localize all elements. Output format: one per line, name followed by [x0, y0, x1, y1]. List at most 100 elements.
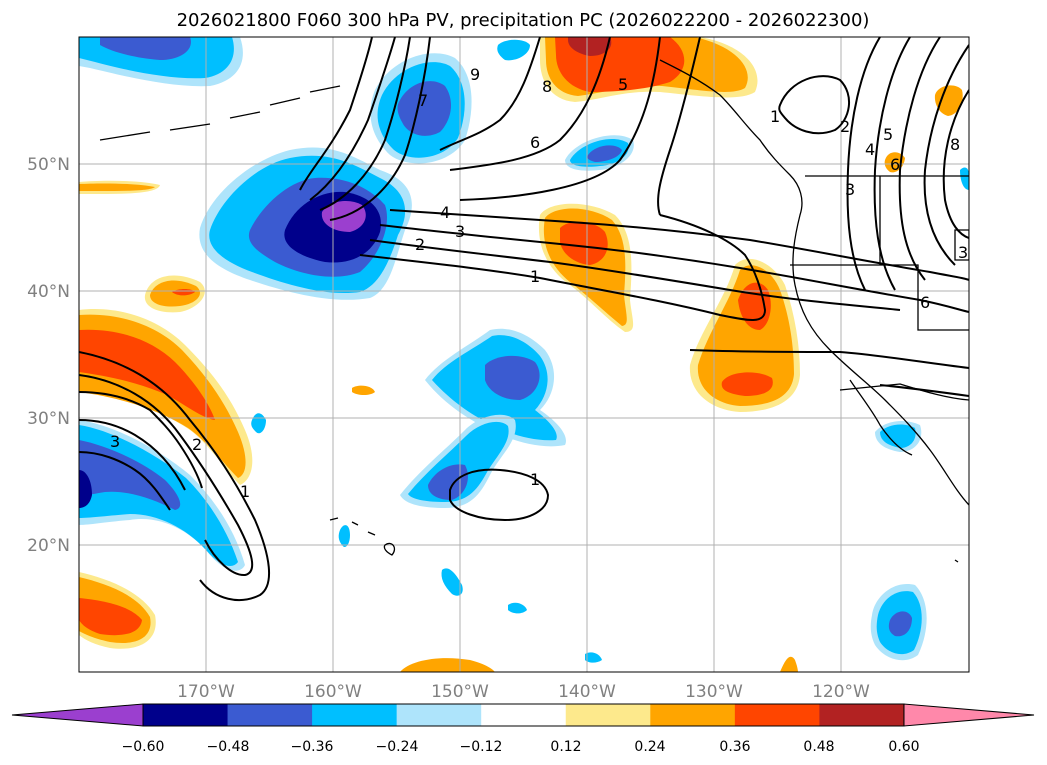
colorbar-tick-label: −0.12	[460, 739, 503, 755]
colorbar-segment	[143, 704, 229, 726]
contour-label: 1	[530, 470, 540, 489]
colorbar-segment	[819, 704, 905, 726]
pv-contour	[79, 374, 254, 577]
pv-contour	[299, 37, 373, 191]
lat-label: 40°N	[27, 282, 70, 302]
shaded-region	[721, 372, 773, 396]
pv-contour	[319, 37, 411, 211]
colorbar-tick-label: 0.24	[634, 739, 665, 755]
pv-contour	[923, 44, 969, 266]
pv-contour	[459, 37, 661, 201]
contour-label: 2	[192, 435, 202, 454]
contour-label: 4	[440, 203, 450, 222]
colorbar-outline	[142, 703, 905, 727]
pv-contour	[689, 349, 969, 369]
lat-label: 30°N	[27, 409, 70, 429]
contour-label: 5	[618, 75, 628, 94]
latitude-labels: 20°N 30°N 40°N 50°N	[27, 155, 70, 556]
state-border	[954, 229, 969, 261]
pv-contour	[449, 468, 550, 522]
lat-label: 50°N	[27, 155, 70, 175]
shaded-region	[587, 145, 622, 162]
lon-label: 120°W	[812, 682, 870, 702]
shaded-region	[400, 658, 495, 672]
shaded-region	[79, 470, 92, 508]
colorbar-tick-labels: −0.60 −0.48 −0.36 −0.24 −0.12 0.12 0.24 …	[122, 739, 920, 755]
pv-contour	[79, 351, 271, 601]
pv-contour	[449, 37, 611, 171]
pv-contour	[942, 89, 969, 239]
contour-label: 3	[110, 432, 120, 451]
lon-label: 140°W	[558, 682, 616, 702]
colorbar-segment	[312, 704, 398, 726]
contour-labels: 9 8 7 6 5 4 3 2 1 3 2 1 1 1 2 3 4 5 6 8 …	[110, 65, 968, 501]
contour-label: 8	[542, 77, 552, 96]
colorbar-tick-label: 0.48	[803, 739, 834, 755]
longitude-labels: 170°W 160°W 150°W 140°W 130°W 120°W	[177, 682, 870, 702]
shaded-region	[560, 221, 608, 265]
contour-label: 5	[883, 125, 893, 144]
shaded-region	[960, 167, 969, 190]
aleutian-islands	[99, 85, 341, 141]
shaded-region	[338, 525, 350, 547]
shaded-region	[568, 37, 612, 56]
colorbar-tick-label: −0.36	[291, 739, 334, 755]
pv-contour	[778, 75, 851, 135]
shaded-region	[79, 329, 215, 420]
figure-title: 2026021800 F060 300 hPa PV, precipitatio…	[177, 10, 870, 31]
contour-label: 2	[840, 117, 850, 136]
contour-label: 1	[240, 482, 250, 501]
colorbar-segment	[565, 704, 651, 726]
contour-label: 2	[415, 235, 425, 254]
pv-contour	[309, 37, 396, 201]
coastline	[849, 379, 913, 456]
shaded-region	[508, 602, 527, 614]
pv-contour	[369, 239, 901, 311]
colorbar-tick-label: −0.60	[122, 739, 165, 755]
shaded-region	[780, 656, 798, 672]
lon-label: 160°W	[304, 682, 362, 702]
colorbar-segment	[396, 704, 482, 726]
pv-contour	[657, 37, 701, 216]
colorbar-tick-label: 0.36	[719, 739, 750, 755]
shaded-region	[79, 183, 155, 191]
pv-contour	[846, 37, 881, 291]
shaded-region	[397, 81, 452, 136]
pv-contour	[879, 384, 969, 397]
colorbar	[11, 703, 1035, 727]
colorbar-tick-label: −0.24	[376, 739, 419, 755]
contour-label: 6	[530, 133, 540, 152]
lon-label: 130°W	[685, 682, 743, 702]
shaded-region	[79, 440, 181, 510]
map-frame	[78, 36, 970, 673]
colorbar-segment	[650, 704, 736, 726]
pv-contour	[329, 37, 431, 221]
shaded-region	[100, 37, 191, 60]
hawaiian-islands	[329, 517, 396, 556]
lon-label: 150°W	[431, 682, 489, 702]
pv-contour	[389, 209, 969, 281]
contour-label: 3	[845, 180, 855, 199]
shaded-region	[428, 464, 468, 500]
pv-contour	[79, 391, 203, 489]
pv-contour	[898, 37, 941, 281]
country-border	[839, 383, 969, 401]
contour-label: 1	[530, 267, 540, 286]
coastline	[659, 59, 969, 506]
shaded-region	[352, 385, 375, 395]
shaded-region	[880, 424, 916, 448]
contour-label: 3	[455, 222, 465, 241]
pv-contour	[359, 214, 767, 321]
coastlines	[99, 59, 969, 563]
colorbar-segment	[734, 704, 820, 726]
colorbar-tick-label: 0.12	[550, 739, 581, 755]
colorbar-segment	[227, 704, 313, 726]
shaded-region	[441, 568, 463, 596]
contour-label: 9	[470, 65, 480, 84]
shaded-region	[888, 611, 912, 637]
pv-contour	[379, 224, 969, 313]
shaded-region	[79, 598, 142, 636]
pv-contour	[79, 419, 186, 491]
lat-label: 20°N	[27, 536, 70, 556]
